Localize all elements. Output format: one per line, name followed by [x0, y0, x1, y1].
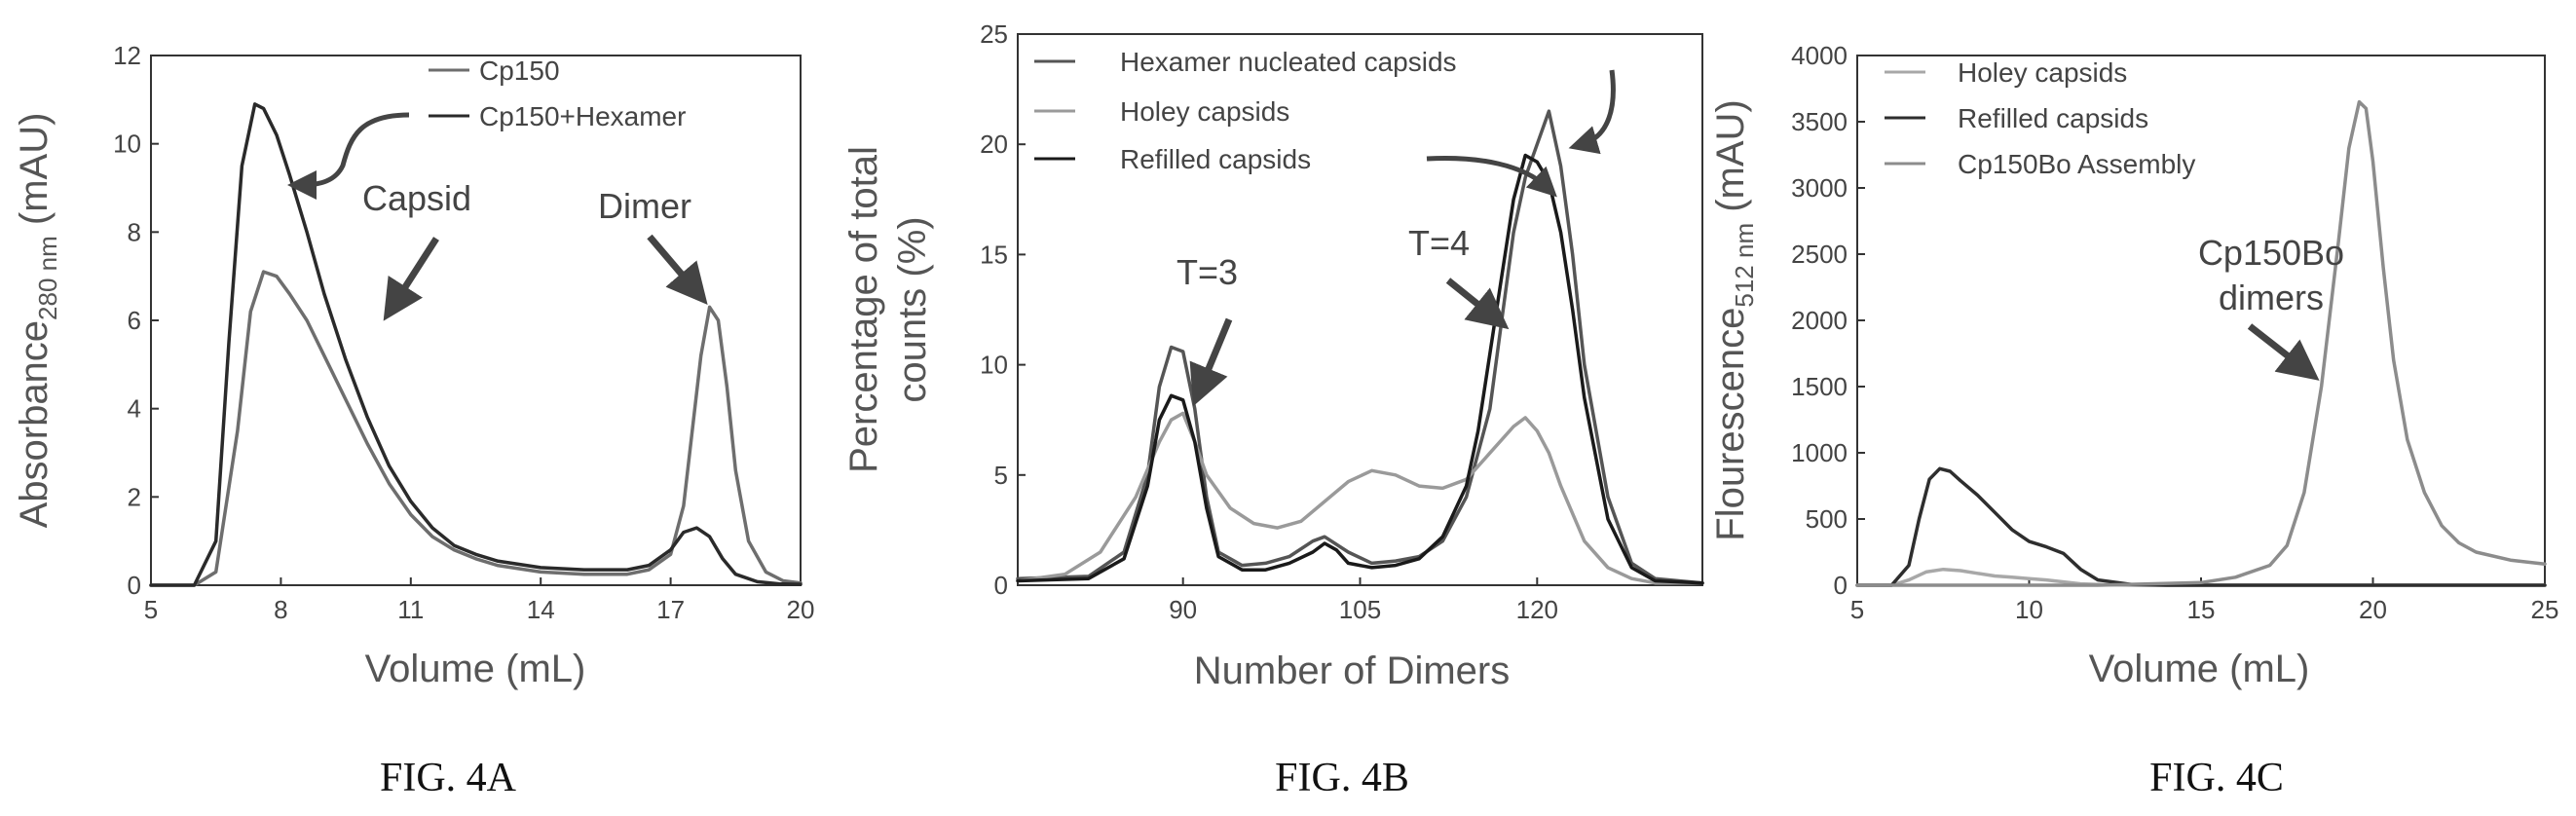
- chart-4b-x-ticks: 90 105 120: [1169, 577, 1558, 624]
- chart-4b-y-axis-label-line2: counts (%): [891, 216, 934, 402]
- chart-4c-series-cp150bo-assembly: [1855, 99, 2547, 587]
- chart-4b-annotation-t3: T=3: [1176, 252, 1238, 292]
- chart-4a-y-tick-label: 10: [113, 130, 141, 159]
- chart-4c: 0 500 1000 1500 2000 2500 3000 3500 4000 5 10 15 20…: [1709, 41, 2558, 800]
- chart-4c-x-tick-label: 5: [1850, 595, 1864, 624]
- chart-4a-y-label-main: Absorbance: [13, 320, 56, 528]
- chart-4b-y-tick-label: 25: [980, 19, 1008, 49]
- chart-4c-y-tick-label: 3000: [1791, 173, 1848, 203]
- chart-4a-y-label-unit: (mAU): [13, 113, 56, 237]
- chart-4c-x-tick-label: 20: [2359, 595, 2387, 624]
- chart-4a-caption: FIG. 4A: [380, 756, 517, 800]
- chart-4b-series-refilled-capsids: [1016, 153, 1704, 585]
- chart-4c-y-axis-label: Flourescence512 nm (mAU): [1709, 99, 1759, 541]
- chart-4c-annotation-line2: dimers: [2219, 278, 2324, 317]
- chart-4c-y-tick-label: 4000: [1791, 41, 1848, 70]
- chart-4a-y-label-sub: 280 nm: [33, 236, 62, 320]
- chart-4b-annotation-t4: T=4: [1408, 223, 1470, 263]
- chart-4a-dimer-arrow: [647, 234, 708, 305]
- chart-4c-x-tick-label: 15: [2187, 595, 2216, 624]
- chart-4a-y-tick-label: 4: [128, 394, 141, 424]
- chart-4c-y-label-unit: (mAU): [1709, 99, 1752, 223]
- chart-4a-annotation-dimer: Dimer: [598, 186, 691, 226]
- chart-4a-y-tick-label: 6: [128, 306, 141, 335]
- chart-4b-y-tick-label: 15: [980, 240, 1008, 269]
- chart-4b-hexamer-arrow: [1568, 69, 1616, 155]
- chart-4c-legend-label-holey: Holey capsids: [1958, 57, 2127, 88]
- chart-4a-y-ticks: 0 2 4 6 8 10 12: [113, 41, 159, 600]
- chart-4a-legend: Cp150 Cp150+Hexamer: [429, 56, 686, 131]
- chart-4b-refilled-arrow: [1426, 156, 1557, 198]
- chart-4c-legend: Holey capsids Refilled capsids Cp150Bo A…: [1885, 57, 2195, 179]
- chart-4a-y-tick-label: 2: [128, 482, 141, 511]
- chart-4c-y-tick-label: 3500: [1791, 107, 1848, 136]
- chart-4c-x-tick-label: 10: [2015, 595, 2043, 624]
- chart-4b-y-tick-label: 10: [980, 351, 1008, 380]
- chart-4a-capsid-arrow: [383, 237, 439, 321]
- chart-4b-x-axis-label: Number of Dimers: [1194, 649, 1511, 692]
- chart-4b-legend: Hexamer nucleated capsids Holey capsids …: [1034, 47, 1457, 174]
- chart-4b-t3-arrow: [1189, 317, 1233, 407]
- chart-4a-x-tick-label: 5: [144, 595, 158, 624]
- chart-4b-x-tick-label: 120: [1516, 595, 1558, 624]
- chart-4a-x-tick-label: 17: [656, 595, 685, 624]
- chart-4b-caption: FIG. 4B: [1275, 756, 1409, 800]
- chart-4c-y-label-main: Flourescence: [1709, 308, 1752, 541]
- chart-4c-y-tick-label: 0: [1834, 571, 1848, 600]
- chart-4c-x-axis-label: Volume (mL): [2089, 648, 2310, 690]
- chart-4a-y-tick-label: 8: [128, 217, 141, 246]
- chart-4c-annotation-line1: Cp150Bo: [2198, 233, 2344, 273]
- chart-4b-plot: 0 5 10 15 20 25 90 105 120: [980, 19, 1704, 624]
- chart-4a-hexamer-arrow: [287, 112, 410, 200]
- chart-4b-legend-label-refilled: Refilled capsids: [1120, 144, 1311, 174]
- chart-4b-y-ticks: 0 5 10 15 20 25: [980, 19, 1026, 600]
- chart-4a-annotation-capsid: Capsid: [362, 178, 471, 218]
- chart-4a-x-tick-label: 11: [397, 595, 424, 624]
- chart-4b-x-tick-label: 90: [1169, 595, 1197, 624]
- chart-4c-legend-label-cp150bo: Cp150Bo Assembly: [1958, 149, 2195, 179]
- chart-4b-series-hexamer-nucleated-capsids: [1016, 109, 1704, 585]
- chart-4a-x-tick-label: 20: [787, 595, 815, 624]
- chart-4b-y-tick-label: 20: [980, 130, 1008, 159]
- chart-4a-series-cp150-hexamer: [149, 102, 803, 587]
- chart-4b-legend-label-holey: Holey capsids: [1120, 96, 1289, 127]
- chart-4b: 0 5 10 15 20 25 90 105 120 Number of Dimers Per…: [842, 19, 1704, 800]
- chart-4c-y-tick-label: 1000: [1791, 438, 1848, 467]
- chart-4a-y-tick-label: 12: [113, 41, 141, 70]
- chart-4a-x-tick-label: 8: [274, 595, 287, 624]
- chart-4b-x-tick-label: 105: [1339, 595, 1381, 624]
- chart-4a-x-tick-label: 14: [527, 595, 555, 624]
- chart-4c-y-tick-label: 2000: [1791, 306, 1848, 335]
- chart-4a-legend-label-cp150-hexamer: Cp150+Hexamer: [479, 101, 686, 131]
- chart-4c-legend-label-refilled: Refilled capsids: [1958, 103, 2148, 133]
- chart-4b-y-axis-label-line1: Percentage of total: [842, 146, 885, 473]
- chart-4c-y-tick-label: 500: [1806, 504, 1848, 534]
- chart-4c-frame: [1856, 55, 2546, 586]
- chart-4b-t4-arrow: [1445, 278, 1510, 330]
- chart-4c-x-ticks: 5 10 15 20 25: [1850, 577, 2559, 624]
- chart-4a-y-axis-label: Absorbance280 nm (mAU): [13, 113, 62, 529]
- chart-4a-legend-label-cp150: Cp150: [479, 56, 560, 86]
- chart-4a-plot: 0 2 4 6 8 10 12 5 8 11 14 17 20: [113, 41, 814, 624]
- chart-4b-series: [1016, 109, 1704, 585]
- chart-4c-series: [1855, 99, 2547, 587]
- chart-4c-x-tick-label: 25: [2531, 595, 2559, 624]
- chart-4a-series-cp150: [149, 270, 803, 587]
- chart-4c-y-tick-label: 1500: [1791, 372, 1848, 401]
- chart-4a: 0 2 4 6 8 10 12 5 8 11 14 17 20 Volume (mL) Absorba…: [13, 41, 814, 800]
- chart-4b-y-tick-label: 5: [994, 461, 1008, 490]
- chart-4c-dimers-arrow: [2247, 323, 2320, 381]
- chart-4c-plot: 0 500 1000 1500 2000 2500 3000 3500 4000 5 10 15 20…: [1791, 41, 2558, 624]
- chart-4c-caption: FIG. 4C: [2149, 756, 2284, 800]
- chart-4a-series: [149, 102, 803, 587]
- chart-4b-y-tick-label: 0: [994, 571, 1008, 600]
- chart-4b-series-holey-capsids: [1016, 411, 1704, 585]
- chart-4c-y-label-sub: 512 nm: [1730, 223, 1759, 308]
- chart-4a-x-axis-label: Volume (mL): [365, 648, 586, 690]
- chart-4c-y-ticks: 0 500 1000 1500 2000 2500 3000 3500 4000: [1791, 41, 1865, 600]
- chart-4c-y-tick-label: 2500: [1791, 240, 1848, 269]
- chart-4b-legend-label-hexamer: Hexamer nucleated capsids: [1120, 47, 1457, 77]
- chart-4a-y-tick-label: 0: [128, 571, 141, 600]
